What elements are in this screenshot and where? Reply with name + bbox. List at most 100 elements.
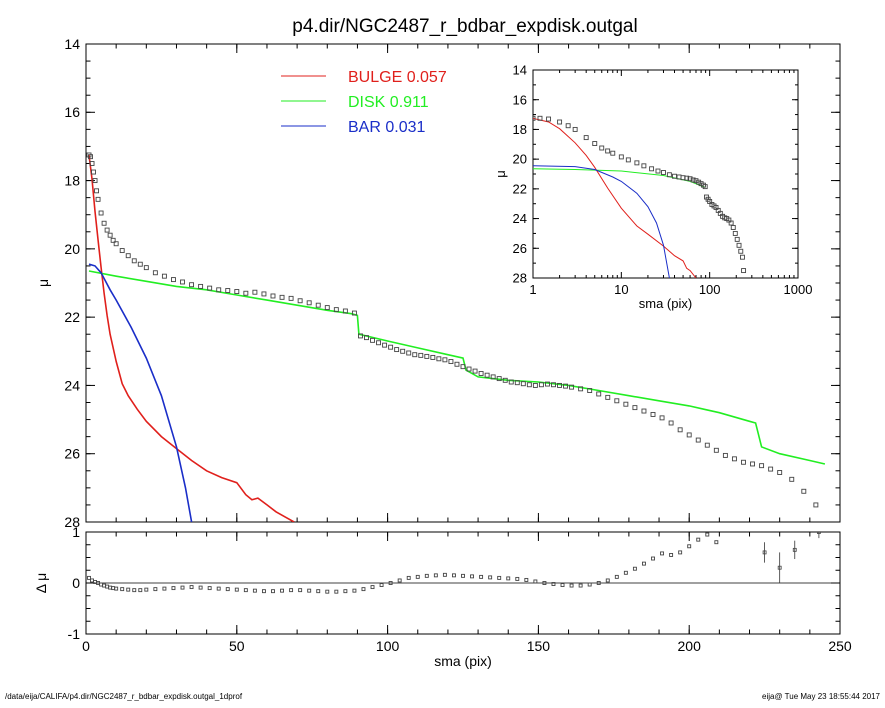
data-point [792, 547, 797, 552]
data-point [678, 550, 683, 555]
data-point [252, 289, 258, 295]
data-point [705, 532, 710, 537]
x-tick-label: 100 [699, 282, 721, 297]
legend-label-disk: DISK 0.911 [348, 94, 429, 111]
data-point [687, 544, 692, 549]
data-point [189, 585, 194, 590]
data-point [397, 578, 402, 583]
data-point [641, 408, 647, 414]
data-point [669, 553, 674, 557]
data-point [650, 412, 656, 417]
data-point [261, 589, 266, 594]
data-point [484, 372, 490, 378]
data-point [358, 333, 363, 339]
data-point [730, 225, 736, 230]
data-point [587, 388, 593, 393]
data-point [180, 279, 185, 285]
series-bar-line [533, 165, 670, 278]
data-point [578, 386, 584, 392]
data-point [532, 382, 538, 388]
data-point [306, 300, 312, 306]
y-axis-label: μ [493, 170, 508, 178]
y-tick-label: 18 [513, 122, 527, 137]
data-point [557, 119, 563, 125]
data-point [696, 537, 701, 542]
plot-area [86, 152, 826, 522]
data-point [370, 585, 375, 590]
data-point [762, 550, 767, 555]
x-tick-label: 100 [376, 638, 400, 654]
data-point [789, 476, 795, 482]
y-tick-label: 28 [64, 514, 80, 530]
data-point [587, 582, 592, 587]
data-point [343, 589, 348, 594]
y-tick-label: 22 [64, 309, 80, 325]
data-point [243, 290, 249, 296]
data-point [592, 141, 598, 146]
data-point [610, 150, 616, 156]
data-point [207, 285, 213, 291]
data-point [171, 586, 176, 591]
data-point [702, 184, 708, 190]
data-point [225, 288, 231, 293]
data-point [537, 115, 543, 121]
data-point [342, 308, 348, 314]
series-disk-line [533, 168, 706, 188]
data-point [563, 383, 568, 389]
chart-title: p4.dir/NGC2487_r_bdbar_expdisk.outgal [292, 16, 637, 37]
data-point [252, 588, 257, 593]
y-tick-label: 20 [64, 241, 80, 257]
x-axis-label: sma (pix) [639, 296, 692, 311]
data-point [693, 178, 699, 184]
data-point [542, 581, 547, 585]
data-point [704, 442, 710, 448]
data-point [478, 371, 484, 376]
plot-area [86, 532, 840, 594]
data-point [695, 437, 701, 443]
data-point [813, 502, 819, 508]
data-point [92, 178, 98, 184]
data-point [514, 380, 520, 386]
data-point [668, 420, 674, 426]
data-point [496, 376, 502, 382]
data-point [659, 415, 665, 421]
data-point [578, 583, 583, 588]
data-point [114, 586, 119, 591]
data-point [596, 581, 601, 585]
data-point [88, 154, 93, 160]
y-tick-label: 26 [64, 446, 80, 462]
data-point [684, 175, 690, 181]
data-point [533, 115, 536, 121]
data-point [261, 291, 267, 297]
footer-timestamp: eija@ Tue May 23 18:55:44 2017 [762, 692, 880, 701]
data-point [605, 394, 611, 400]
data-point [560, 583, 565, 587]
data-point [436, 356, 442, 362]
data-point [520, 381, 526, 387]
data-point [572, 126, 578, 132]
data-point [454, 361, 460, 367]
data-point [125, 253, 131, 259]
data-point [415, 574, 420, 579]
data-point [546, 116, 552, 122]
data-point [472, 368, 478, 374]
data-point [599, 145, 605, 151]
data-point [738, 248, 744, 254]
data-point [316, 589, 321, 594]
data-point [101, 220, 107, 226]
series-bar-line [88, 263, 193, 522]
data-point [734, 236, 740, 242]
data-point [104, 227, 110, 233]
data-point [153, 587, 158, 592]
x-tick-label: 200 [678, 638, 702, 654]
data-point [632, 566, 637, 571]
data-point [739, 254, 745, 260]
x-tick-label: 0 [82, 638, 90, 654]
data-point [270, 293, 276, 299]
data-point [605, 148, 611, 154]
data-point [143, 265, 149, 271]
data-point [666, 172, 672, 178]
data-point [732, 230, 738, 236]
data-point [243, 588, 248, 593]
